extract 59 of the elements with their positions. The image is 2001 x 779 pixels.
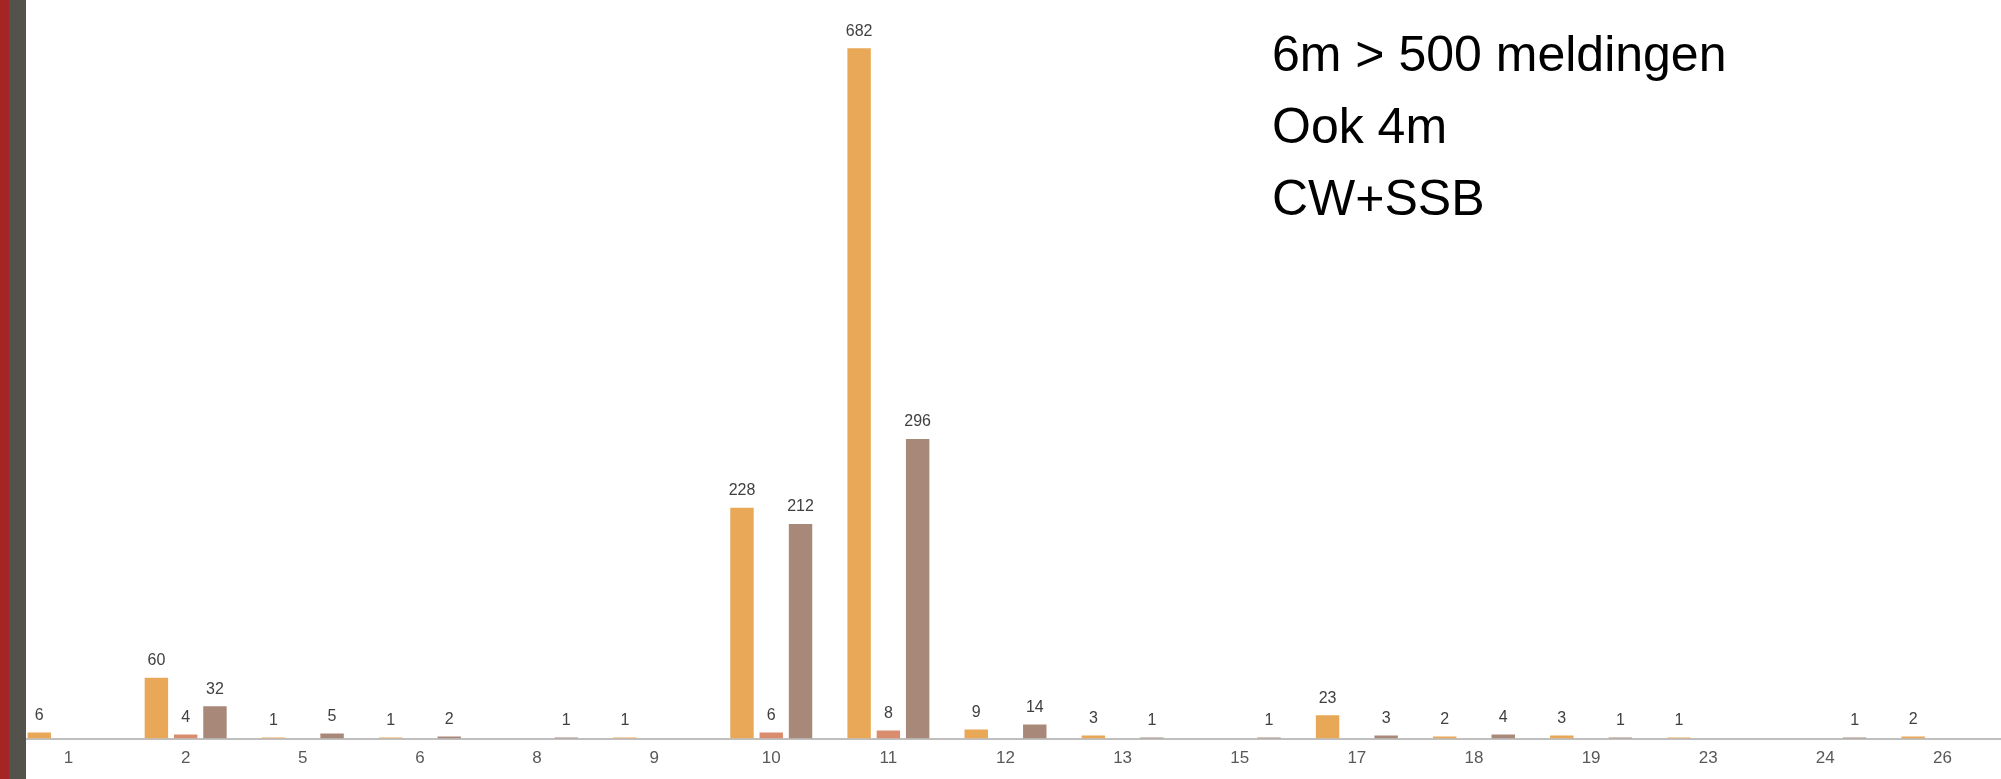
- x-tick-label: 6: [415, 748, 425, 768]
- bar: [905, 438, 930, 739]
- bar: [1315, 715, 1340, 739]
- data-label: 1: [561, 710, 571, 728]
- data-label: 8: [883, 703, 893, 721]
- x-tick-label: 17: [1347, 748, 1367, 768]
- data-label: 6: [766, 705, 776, 723]
- data-label: 3: [1557, 708, 1567, 726]
- x-tick-label: 10: [761, 748, 781, 768]
- data-label: 2: [1440, 709, 1450, 727]
- data-label: 1: [1147, 710, 1157, 728]
- bar: [788, 524, 813, 739]
- data-label: 60: [147, 651, 166, 669]
- data-label: 3: [1381, 708, 1391, 726]
- x-tick-label: 11: [879, 748, 898, 768]
- data-label: 1: [1264, 710, 1274, 728]
- x-tick-label: 9: [649, 748, 659, 768]
- x-tick-label: 8: [532, 748, 542, 768]
- data-label: 212: [787, 497, 814, 515]
- data-label: 296: [904, 412, 932, 430]
- x-tick-label: 2: [180, 748, 191, 768]
- data-label: 1: [1615, 710, 1625, 728]
- bar: [730, 507, 754, 739]
- data-label: 1: [386, 710, 396, 728]
- x-tick-label: 19: [1581, 748, 1601, 768]
- x-tick-label: 23: [1698, 748, 1718, 768]
- data-label: 1: [620, 710, 630, 728]
- bar: [144, 677, 169, 739]
- annotation: Ook 4m: [1272, 97, 1449, 156]
- x-tick-label: 5: [298, 748, 308, 768]
- bar: [847, 48, 871, 739]
- data-label: 228: [728, 481, 756, 499]
- data-label: 4: [1498, 707, 1508, 725]
- data-label: 1: [269, 710, 279, 728]
- data-label: 6: [34, 705, 44, 723]
- data-label: 9: [971, 702, 981, 720]
- data-label: 23: [1318, 688, 1337, 706]
- data-label: 3: [1088, 708, 1098, 726]
- data-label: 5: [327, 706, 337, 724]
- data-label: 1: [1850, 710, 1860, 728]
- data-label: 1: [1674, 710, 1684, 728]
- data-label: 32: [206, 679, 224, 697]
- annotation: CW+SSB: [1272, 169, 1486, 228]
- data-label: 14: [1025, 697, 1044, 715]
- x-tick-label: 18: [1464, 748, 1484, 768]
- annotation: 6m > 500 meldingen: [1272, 25, 1727, 84]
- bar: [1023, 724, 1047, 739]
- data-label: 2: [1908, 709, 1918, 727]
- data-label: 682: [845, 21, 873, 39]
- x-tick-label: 24: [1815, 748, 1835, 768]
- data-label: 4: [181, 707, 191, 725]
- bar: [203, 706, 227, 739]
- x-tick-label: 26: [1932, 748, 1952, 768]
- bar: [964, 729, 988, 739]
- x-tick-label: 15: [1230, 748, 1250, 768]
- data-label: 2: [444, 709, 454, 727]
- x-tick-label: 13: [1113, 748, 1133, 768]
- x-tick-label: 1: [63, 748, 74, 768]
- x-tick-label: 12: [996, 748, 1015, 768]
